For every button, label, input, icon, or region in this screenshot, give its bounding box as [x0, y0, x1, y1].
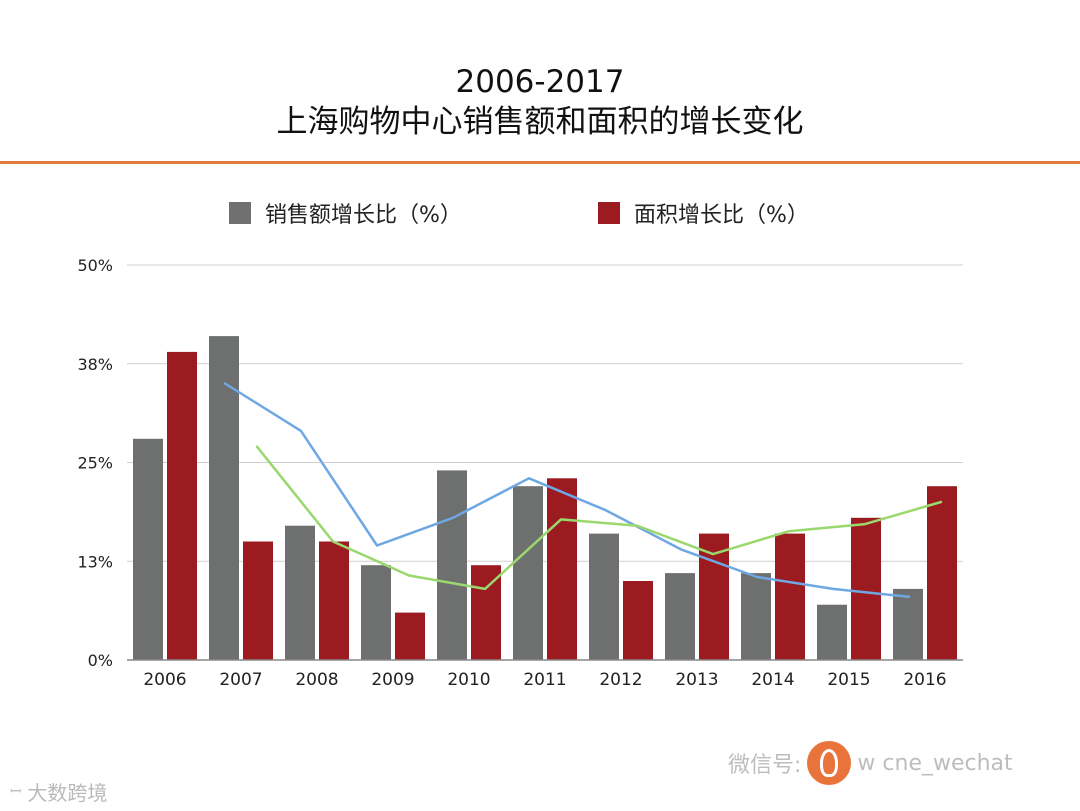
legend-item-sales: 销售额增长比（%） — [229, 197, 462, 229]
chart-title: 2006-2017 上海购物中心销售额和面积的增长变化 — [0, 62, 1080, 142]
bar-sales — [589, 533, 619, 660]
y-tick-label: 25% — [77, 454, 113, 473]
chart-legend: 销售额增长比（%） 面积增长比（%） — [0, 197, 1080, 233]
wechat-watermark: 微信号: w cne_wechat — [728, 740, 1013, 786]
bar-area — [851, 517, 881, 660]
x-tick-label: 2008 — [295, 670, 338, 690]
legend-item-area: 面积增长比（%） — [598, 197, 809, 229]
area-trend-line — [255, 445, 943, 591]
y-tick-label: 38% — [77, 355, 113, 374]
bar-sales — [285, 525, 315, 660]
bar-area — [623, 581, 653, 660]
wechat-label: 微信号: — [728, 753, 802, 778]
x-tick-label: 2015 — [827, 670, 870, 690]
x-tick-label: 2012 — [599, 670, 642, 690]
bar-area — [471, 565, 501, 660]
brand-name: 大数跨境 — [27, 780, 108, 805]
x-tick-label: 2011 — [523, 670, 566, 690]
title-divider — [0, 161, 1080, 164]
y-tick-label: 0% — [88, 651, 113, 670]
bar-sales — [133, 438, 163, 660]
bar-sales — [817, 604, 847, 660]
footer-brand: ꟷ 大数跨境 — [0, 774, 200, 808]
bar-area — [243, 541, 273, 660]
y-tick-label: 50% — [77, 256, 113, 275]
x-tick-label: 2014 — [751, 670, 794, 690]
brand-logo-icon: ꟷ — [10, 783, 22, 800]
bar-sales — [437, 470, 467, 660]
bar-area — [775, 533, 805, 660]
bar-area — [167, 351, 197, 660]
bar-sales — [209, 336, 239, 660]
x-tick-label: 2006 — [143, 670, 186, 690]
legend-label-area: 面积增长比（%） — [634, 203, 809, 228]
x-tick-label: 2010 — [447, 670, 490, 690]
bar-area — [547, 478, 577, 660]
x-tick-label: 2007 — [219, 670, 262, 690]
bar-area — [927, 486, 957, 660]
legend-swatch-sales — [229, 202, 251, 224]
bar-sales — [513, 486, 543, 660]
chart-title-line2: 上海购物中心销售额和面积的增长变化 — [276, 104, 804, 140]
legend-swatch-area — [598, 202, 620, 224]
bar-sales — [741, 573, 771, 660]
bar-sales — [361, 565, 391, 660]
y-tick-label: 13% — [77, 552, 113, 571]
bar-area — [319, 541, 349, 660]
bar-sales — [893, 588, 923, 660]
x-tick-label: 2013 — [675, 670, 718, 690]
chart-title-line1: 2006-2017 — [455, 64, 625, 100]
wechat-account: w cne_wechat — [857, 750, 1013, 776]
x-tick-label: 2016 — [903, 670, 946, 690]
bar-sales — [665, 573, 695, 660]
legend-label-sales: 销售额增长比（%） — [265, 203, 462, 228]
bar-area — [395, 612, 425, 660]
sales-trend-line — [223, 382, 911, 599]
x-tick-label: 2009 — [371, 670, 414, 690]
wechat-logo-icon — [807, 741, 852, 785]
